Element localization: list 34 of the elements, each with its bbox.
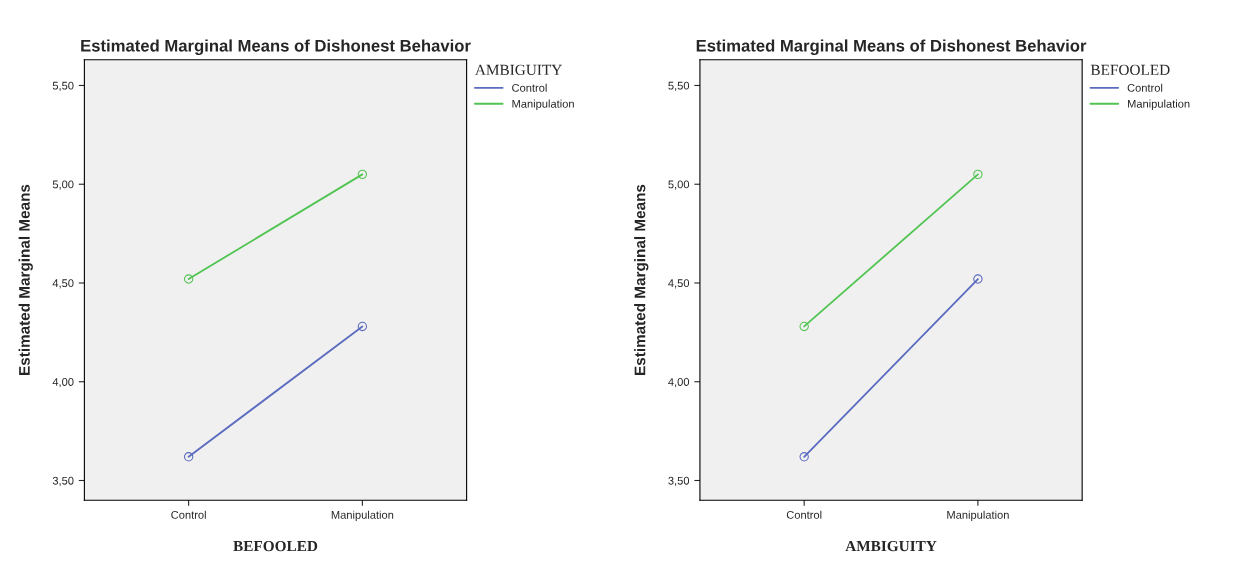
y-tick-label: 4,00 bbox=[668, 378, 690, 388]
x-tick-label: Control bbox=[171, 510, 206, 519]
legend-label: Control bbox=[512, 83, 547, 92]
y-tick-label: 5,00 bbox=[668, 180, 690, 190]
legend-label: Control bbox=[1127, 83, 1163, 92]
y-tick-label: 4,00 bbox=[52, 378, 74, 388]
point bbox=[973, 274, 983, 284]
y-tick-label: 4,50 bbox=[668, 279, 690, 289]
y-tick-label: 4,50 bbox=[52, 279, 74, 289]
x-tick-label: Manipulation bbox=[947, 510, 1009, 522]
legend-label: Manipulation bbox=[512, 99, 574, 110]
point bbox=[357, 169, 368, 180]
x-axis-title: AMBIGUITY bbox=[845, 540, 937, 552]
y-axis-title: Estimated Marginal Means bbox=[18, 184, 33, 375]
y-axis-title: Estimated Marginal Means bbox=[634, 184, 649, 375]
y-tick-label: 5,00 bbox=[52, 180, 74, 190]
point bbox=[799, 452, 809, 462]
y-tick-label: 5,50 bbox=[52, 81, 74, 91]
point bbox=[183, 274, 194, 284]
point bbox=[973, 169, 983, 180]
legend-title: BEFOOLED bbox=[1090, 64, 1170, 75]
x-axis-title: BEFOOLED bbox=[233, 540, 318, 552]
y-tick-label: 3,50 bbox=[668, 476, 690, 486]
point bbox=[357, 321, 368, 332]
y-tick-label: 3,50 bbox=[52, 476, 74, 486]
point bbox=[183, 452, 194, 462]
point bbox=[799, 321, 809, 332]
x-tick-label: Control bbox=[786, 510, 822, 519]
x-tick-label: Manipulation bbox=[331, 510, 394, 522]
legend-title: AMBIGUITY bbox=[475, 64, 562, 75]
chart-title: Estimated Marginal Means of Dishonest Behavior bbox=[81, 39, 471, 55]
chart-title: Estimated Marginal Means of Dishonest Behavior bbox=[696, 39, 1087, 55]
legend-label: Manipulation bbox=[1128, 99, 1190, 110]
y-tick-label: 5,50 bbox=[668, 81, 690, 91]
